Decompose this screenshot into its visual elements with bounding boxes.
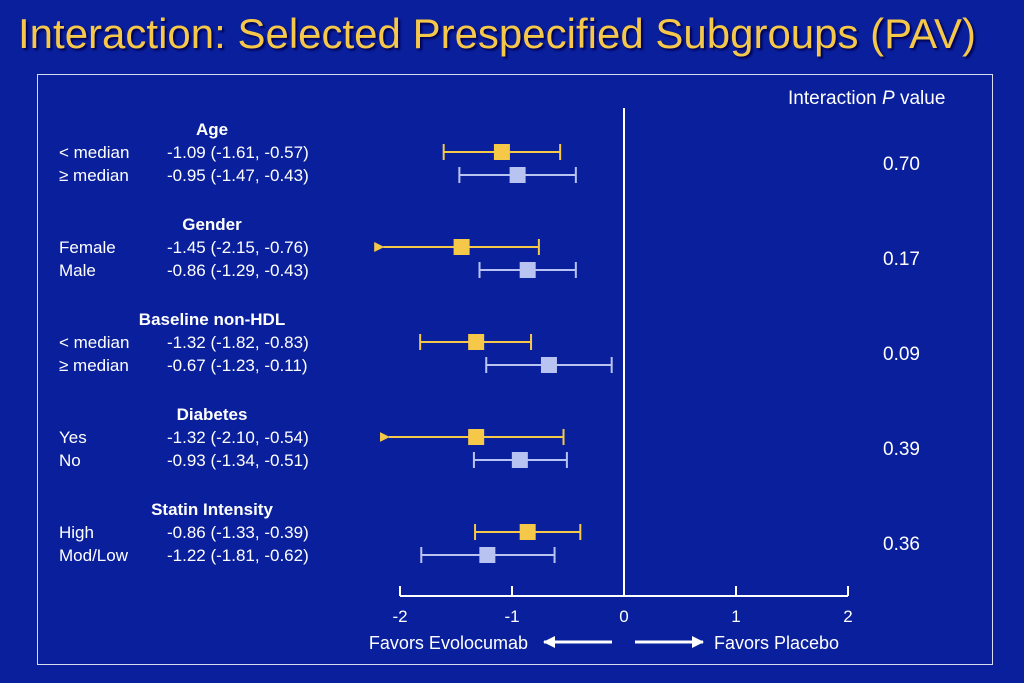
subgroup-label: Female	[59, 238, 116, 257]
x-tick-label: -2	[392, 607, 407, 626]
group-header: Age	[196, 120, 228, 139]
subgroup-label: < median	[59, 143, 129, 162]
ci-text: -1.22 (-1.81, -0.62)	[167, 546, 309, 565]
subgroup-label: Yes	[59, 428, 87, 447]
subgroup-label: High	[59, 523, 94, 542]
point-estimate	[511, 452, 528, 468]
subgroup-label: < median	[59, 333, 129, 352]
point-estimate	[479, 547, 496, 563]
forest-plot: Interaction P value Age 0.70 < median -1.09 …	[59, 88, 945, 653]
pvalue: 0.09	[883, 344, 920, 365]
point-estimate	[519, 262, 536, 278]
pvalue-header-prefix: Interaction	[788, 88, 882, 109]
pvalue-header-suffix: value	[895, 88, 946, 109]
point-estimate	[540, 357, 557, 373]
x-tick-label: 1	[731, 607, 740, 626]
point-estimate	[519, 524, 536, 540]
direction-label-right: Favors Placebo	[714, 633, 839, 653]
x-tick-label: 0	[619, 607, 628, 626]
point-estimate	[453, 239, 470, 255]
slide-title: Interaction: Selected Prespecified Subgr…	[18, 10, 976, 57]
point-estimate	[468, 334, 485, 350]
ci-text: -0.93 (-1.34, -0.51)	[167, 451, 309, 470]
point-estimate	[468, 429, 485, 445]
subgroup-label: No	[59, 451, 81, 470]
pvalue-header: Interaction P value	[788, 88, 945, 109]
ci-text: -1.32 (-1.82, -0.83)	[167, 333, 309, 352]
forest-plot-panel: Interaction P value Age 0.70 < median -1.09 …	[37, 74, 993, 665]
ci-text: -0.95 (-1.47, -0.43)	[167, 166, 309, 185]
pvalue: 0.39	[883, 439, 920, 460]
ci-text: -0.86 (-1.29, -0.43)	[167, 261, 309, 280]
x-tick-label: 2	[843, 607, 852, 626]
subgroup-label: ≥ median	[59, 166, 129, 185]
group-header: Diabetes	[177, 405, 248, 424]
direction-label-left: Favors Evolocumab	[369, 633, 528, 653]
point-estimate	[509, 167, 526, 183]
ci-text: -1.32 (-2.10, -0.54)	[167, 428, 309, 447]
subgroup-label: ≥ median	[59, 356, 129, 375]
group-header: Gender	[182, 215, 242, 234]
ci-text: -1.09 (-1.61, -0.57)	[167, 143, 309, 162]
pvalue: 0.36	[883, 534, 920, 555]
subgroup-label: Male	[59, 261, 96, 280]
ci-text: -0.86 (-1.33, -0.39)	[167, 523, 309, 542]
pvalue: 0.70	[883, 154, 920, 175]
group-header: Baseline non-HDL	[139, 310, 285, 329]
ci-text: -1.45 (-2.15, -0.76)	[167, 238, 309, 257]
pvalue: 0.17	[883, 249, 920, 270]
subgroup-label: Mod/Low	[59, 546, 129, 565]
ci-text: -0.67 (-1.23, -0.11)	[167, 356, 307, 375]
pvalue-header-italic: P	[882, 88, 895, 109]
group-header: Statin Intensity	[151, 500, 273, 519]
x-tick-label: -1	[504, 607, 519, 626]
point-estimate	[493, 144, 510, 160]
